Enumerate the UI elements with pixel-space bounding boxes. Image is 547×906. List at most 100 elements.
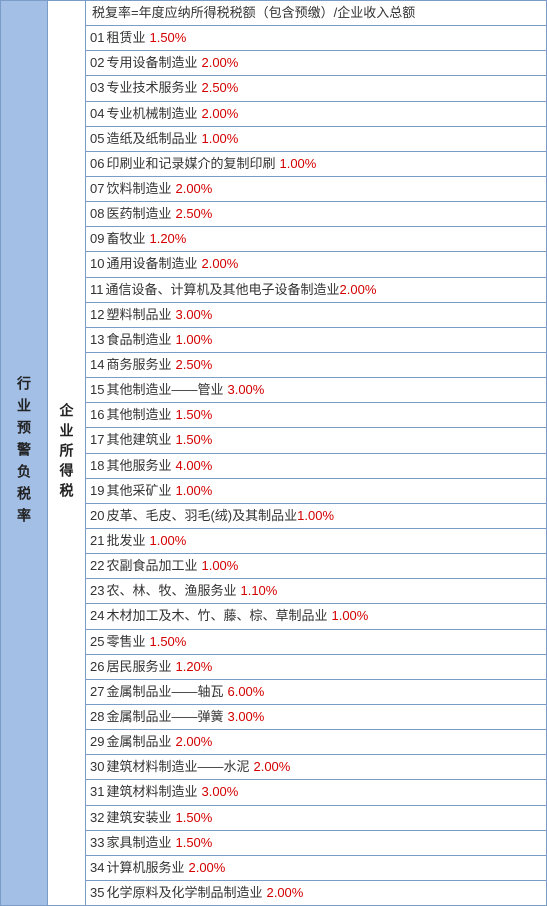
rows-container: 01 租赁业1.50%02 专用设备制造业2.00%03 专业技术服务业2.50… bbox=[86, 26, 547, 906]
row-number: 31 bbox=[90, 782, 104, 802]
row-rate: 2.00% bbox=[340, 280, 377, 300]
table-row: 23 农、林、牧、渔服务业1.10% bbox=[86, 579, 547, 604]
table-row: 35 化学原料及化学制品制造业2.00% bbox=[86, 881, 547, 906]
row-industry-label: 金属制品业 bbox=[106, 732, 171, 752]
table-row: 29金属制品业2.00% bbox=[86, 730, 547, 755]
row-rate: 2.00% bbox=[253, 757, 290, 777]
row-number: 13 bbox=[90, 330, 104, 350]
row-industry-label: 专用设备制造业 bbox=[106, 53, 197, 73]
row-industry-label: 租赁业 bbox=[106, 28, 145, 48]
row-rate: 1.00% bbox=[331, 606, 368, 626]
row-rate: 1.00% bbox=[297, 506, 334, 526]
row-industry-label: 建筑材料制造业——水泥 bbox=[106, 757, 249, 777]
table-row: 07 饮料制造业2.00% bbox=[86, 177, 547, 202]
row-number: 21 bbox=[90, 531, 104, 551]
table-row: 30 建筑材料制造业——水泥2.00% bbox=[86, 755, 547, 780]
row-industry-label: 农副食品加工业 bbox=[106, 556, 197, 576]
table-row: 32 建筑安装业1.50% bbox=[86, 806, 547, 831]
table-row: 28 金属制品业——弹簧3.00% bbox=[86, 705, 547, 730]
tax-rate-table: 行业预警负税率 企业所得税 税复率=年度应纳所得税税额（包含预缴）/企业收入总额… bbox=[0, 0, 547, 906]
row-industry-label: 金属制品业——弹簧 bbox=[106, 707, 223, 727]
row-industry-label: 其他制造业 bbox=[106, 405, 171, 425]
row-industry-label: 食品制造业 bbox=[106, 330, 171, 350]
row-rate: 4.00% bbox=[175, 456, 212, 476]
row-number: 19 bbox=[90, 481, 104, 501]
row-rate: 1.20% bbox=[175, 657, 212, 677]
row-industry-label: 印刷业和记录媒介的复制印刷 bbox=[106, 154, 275, 174]
row-industry-label: 造纸及纸制品业 bbox=[106, 129, 197, 149]
table-row: 19 其他采矿业1.00% bbox=[86, 479, 547, 504]
row-rate: 2.00% bbox=[201, 53, 238, 73]
row-industry-label: 建筑安装业 bbox=[106, 808, 171, 828]
row-number: 14 bbox=[90, 355, 104, 375]
row-rate: 1.50% bbox=[149, 632, 186, 652]
row-number: 12 bbox=[90, 305, 104, 325]
row-industry-label: 通信设备、计算机及其他电子设备制造业 bbox=[106, 280, 340, 300]
row-industry-label: 饮料制造业 bbox=[106, 179, 171, 199]
row-rate: 1.00% bbox=[279, 154, 316, 174]
row-rate: 1.00% bbox=[149, 531, 186, 551]
row-industry-label: 其他制造业——管业 bbox=[106, 380, 223, 400]
row-number: 29 bbox=[90, 732, 104, 752]
table-row: 13 食品制造业1.00% bbox=[86, 328, 547, 353]
row-number: 34 bbox=[90, 858, 104, 878]
row-industry-label: 商务服务业 bbox=[106, 355, 171, 375]
row-number: 33 bbox=[90, 833, 104, 853]
row-number: 24 bbox=[90, 606, 104, 626]
row-number: 20 bbox=[90, 506, 104, 526]
row-rate: 2.50% bbox=[175, 204, 212, 224]
table-row: 02 专用设备制造业2.00% bbox=[86, 51, 547, 76]
row-rate: 1.50% bbox=[175, 833, 212, 853]
table-row: 10 通用设备制造业2.00% bbox=[86, 252, 547, 277]
row-industry-label: 皮革、毛皮、羽毛(绒)及其制品业 bbox=[106, 506, 297, 526]
table-row: 12 塑料制品业3.00% bbox=[86, 303, 547, 328]
row-rate: 1.50% bbox=[149, 28, 186, 48]
row-number: 06 bbox=[90, 154, 104, 174]
row-industry-label: 医药制造业 bbox=[106, 204, 171, 224]
row-number: 18 bbox=[90, 456, 104, 476]
row-rate: 1.00% bbox=[175, 481, 212, 501]
row-number: 15 bbox=[90, 380, 104, 400]
row-rate: 2.00% bbox=[266, 883, 303, 903]
table-row: 01 租赁业1.50% bbox=[86, 26, 547, 51]
row-number: 27 bbox=[90, 682, 104, 702]
row-rate: 2.00% bbox=[188, 858, 225, 878]
row-industry-label: 其他采矿业 bbox=[106, 481, 171, 501]
table-row: 21 批发业1.00% bbox=[86, 529, 547, 554]
table-row: 09 畜牧业1.20% bbox=[86, 227, 547, 252]
row-rate: 1.00% bbox=[201, 556, 238, 576]
table-row: 22 农副食品加工业1.00% bbox=[86, 554, 547, 579]
table-row: 14 商务服务业2.50% bbox=[86, 353, 547, 378]
row-number: 16 bbox=[90, 405, 104, 425]
row-industry-label: 建筑材料制造业 bbox=[106, 782, 197, 802]
row-number: 03 bbox=[90, 78, 104, 98]
row-industry-label: 零售业 bbox=[106, 632, 145, 652]
row-industry-label: 农、林、牧、渔服务业 bbox=[106, 581, 236, 601]
category-column: 行业预警负税率 bbox=[0, 0, 48, 906]
table-row: 17 其他建筑业1.50% bbox=[86, 428, 547, 453]
row-number: 07 bbox=[90, 179, 104, 199]
table-row: 33 家具制造业1.50% bbox=[86, 831, 547, 856]
row-industry-label: 通用设备制造业 bbox=[106, 254, 197, 274]
table-row: 04 专业机械制造业2.00% bbox=[86, 102, 547, 127]
row-industry-label: 家具制造业 bbox=[106, 833, 171, 853]
row-industry-label: 批发业 bbox=[106, 531, 145, 551]
table-row: 15 其他制造业——管业3.00% bbox=[86, 378, 547, 403]
row-rate: 2.00% bbox=[175, 732, 212, 752]
row-number: 25 bbox=[90, 632, 104, 652]
table-row: 18 其他服务业4.00% bbox=[86, 454, 547, 479]
row-number: 02 bbox=[90, 53, 104, 73]
table-row: 03 专业技术服务业2.50% bbox=[86, 76, 547, 101]
row-industry-label: 其他建筑业 bbox=[106, 430, 171, 450]
row-rate: 1.20% bbox=[149, 229, 186, 249]
row-number: 11 bbox=[90, 280, 104, 300]
table-row: 06 印刷业和记录媒介的复制印刷1.00% bbox=[86, 152, 547, 177]
row-rate: 1.50% bbox=[175, 430, 212, 450]
table-row: 08 医药制造业2.50% bbox=[86, 202, 547, 227]
table-row: 24 木材加工及木、竹、藤、棕、草制品业1.00% bbox=[86, 604, 547, 629]
row-number: 23 bbox=[90, 581, 104, 601]
table-row: 25 零售业1.50% bbox=[86, 630, 547, 655]
table-row: 31 建筑材料制造业3.00% bbox=[86, 780, 547, 805]
row-industry-label: 化学原料及化学制品制造业 bbox=[106, 883, 262, 903]
row-number: 08 bbox=[90, 204, 104, 224]
